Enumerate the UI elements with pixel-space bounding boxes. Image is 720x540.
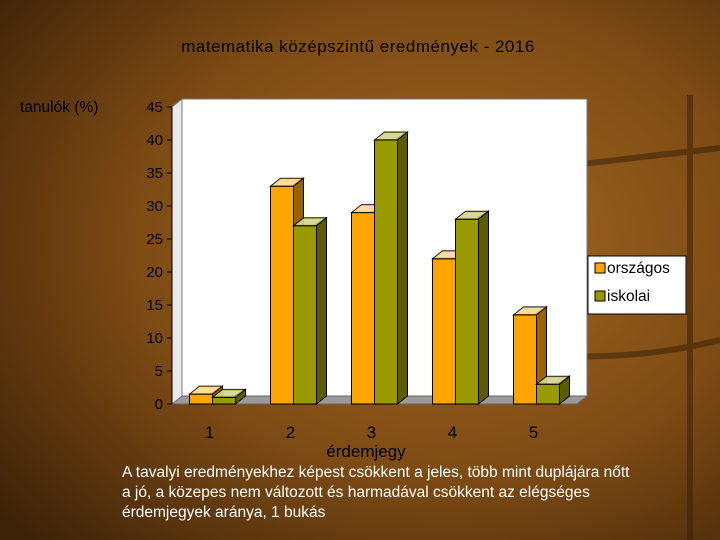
y-tick-label: 45 <box>146 99 163 116</box>
x-tick-label: 4 <box>448 423 457 442</box>
bar-side <box>235 388 246 406</box>
bar-side <box>316 216 327 406</box>
x-tick-label: 5 <box>529 423 538 442</box>
bar-top-highlight <box>272 179 301 186</box>
bar-front <box>189 393 213 405</box>
y-tick-label: 15 <box>146 297 163 314</box>
bar-front <box>351 212 375 405</box>
y-tick-label: 5 <box>155 363 163 380</box>
bar-top-highlight <box>191 387 220 394</box>
x-tick-label: 3 <box>367 423 376 442</box>
bar-iskolai-4 <box>454 210 490 406</box>
bar-front <box>455 218 479 405</box>
legend-swatch-iskolai <box>594 290 606 302</box>
plot-side-wall <box>171 97 183 406</box>
bar-iskolai-2 <box>292 216 328 406</box>
bar-front <box>374 139 398 405</box>
bar-front <box>536 383 560 405</box>
bar-side <box>478 210 489 406</box>
y-tick-label: 30 <box>146 198 163 215</box>
y-tick-label: 35 <box>146 165 163 182</box>
bar-top-highlight <box>376 133 405 139</box>
bar-front <box>432 258 456 405</box>
bar-iskolai-3 <box>373 130 409 406</box>
bar-front <box>293 225 317 405</box>
x-axis-label: érdemjegy <box>326 442 406 461</box>
bar-iskolai-1 <box>211 388 247 406</box>
bar-side <box>397 130 408 406</box>
bar-top-highlight <box>214 390 243 397</box>
caption: A tavalyi eredményekhez képest csökkent … <box>122 464 630 521</box>
bar-front <box>212 396 236 405</box>
legend-label-iskolai: iskolai <box>607 288 650 305</box>
x-tick-label: 1 <box>205 423 214 442</box>
y-tick-label: 0 <box>155 396 163 413</box>
bar-side <box>559 375 570 406</box>
bar-top-highlight <box>515 307 544 314</box>
bar-top-highlight <box>538 377 567 384</box>
y-tick-label: 25 <box>146 231 163 248</box>
x-tick-label: 2 <box>286 423 295 442</box>
bar-front <box>513 314 537 405</box>
y-tick-label: 20 <box>146 264 163 281</box>
chart-title: matematika középszintű eredmények - 2016 <box>181 37 535 56</box>
bar-top-highlight <box>457 212 486 219</box>
legend-label-országos: országos <box>607 260 670 277</box>
bar-iskolai-5 <box>535 375 571 406</box>
legend-swatch-országos <box>594 262 606 274</box>
bar-front <box>270 185 294 405</box>
y-axis-label: tanulók (%) <box>20 99 98 116</box>
bar-országos-5 <box>512 305 548 406</box>
y-tick-label: 10 <box>146 330 163 347</box>
bar-top-highlight <box>295 218 324 225</box>
y-tick-label: 40 <box>146 132 163 149</box>
